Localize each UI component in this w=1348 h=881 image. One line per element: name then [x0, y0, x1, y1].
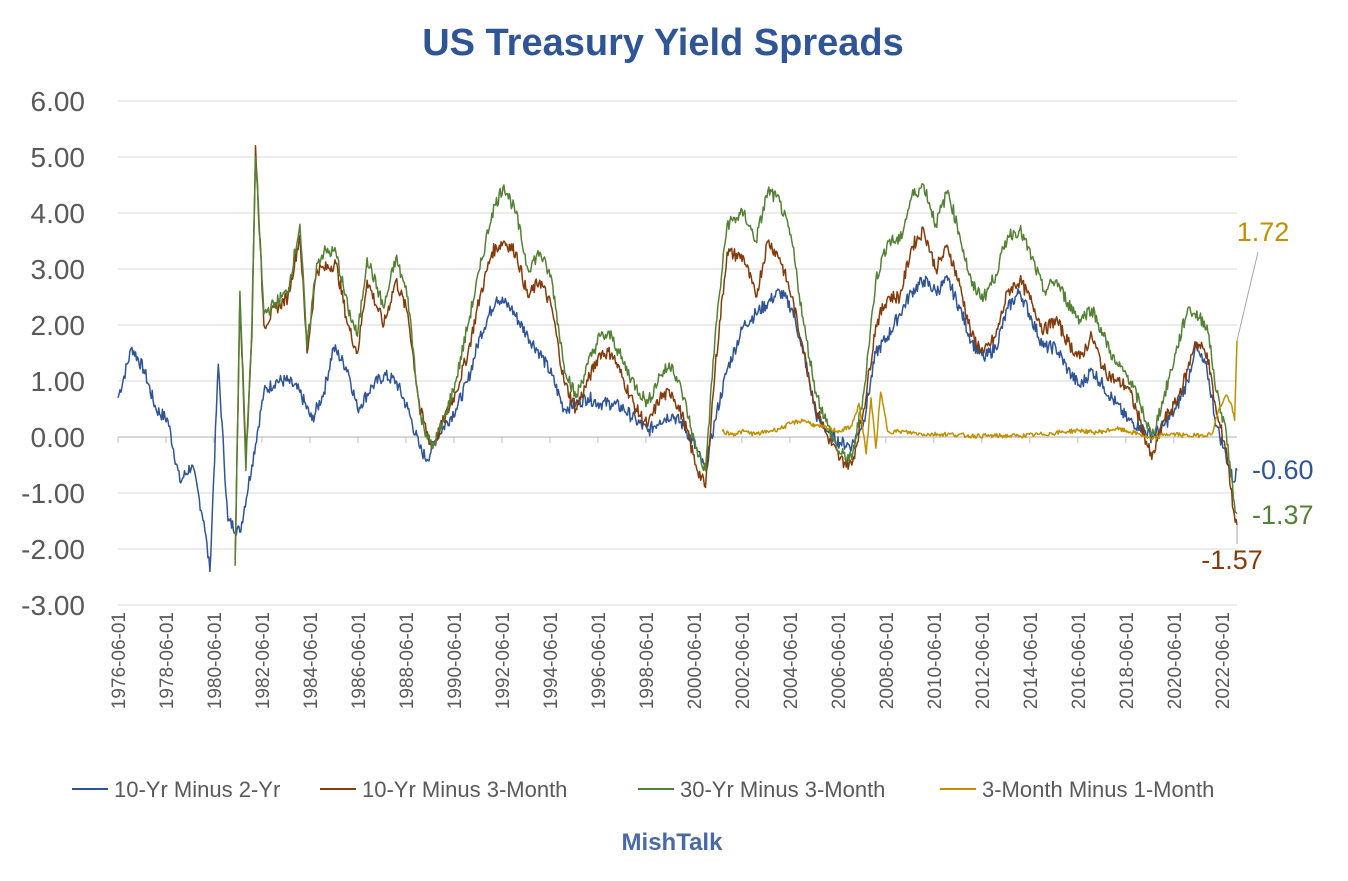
legend: 10-Yr Minus 2-Yr 10-Yr Minus 3-Month 30-Yr… — [72, 777, 1214, 802]
end-value-labels: 1.72 -0.60 -1.37 -1.57 — [1201, 217, 1313, 575]
y-tick-label: 6.00 — [31, 86, 86, 117]
x-tick-label: 1976-06-01 — [109, 612, 130, 709]
series-line-10-yr-minus-2-yr — [117, 275, 1238, 573]
x-tick-label: 2014-06-01 — [1021, 612, 1042, 709]
legend-label-10-yr-minus-2-yr: 10-Yr Minus 2-Yr — [114, 777, 280, 802]
y-axis-ticks: 6.00 5.00 4.00 3.00 2.00 1.00 0.00 -1.00 -2.00 -3… — [21, 86, 85, 621]
legend-label-30-yr-minus-3-month: 30-Yr Minus 3-Month — [680, 777, 885, 802]
y-tick-label: 0.00 — [31, 422, 86, 453]
end-label-3-month-minus-1-month: 1.72 — [1237, 217, 1290, 247]
x-tick-label: 2002-06-01 — [733, 612, 754, 709]
x-tick-label: 1980-06-01 — [205, 612, 226, 709]
annotation-leader-line — [1236, 251, 1259, 341]
y-tick-label: -3.00 — [21, 590, 85, 621]
end-label-30-yr-minus-3-month: -1.37 — [1252, 500, 1314, 530]
legend-label-10-yr-minus-3-month: 10-Yr Minus 3-Month — [362, 777, 567, 802]
footer-brand: MishTalk — [622, 829, 724, 856]
series-lines — [117, 145, 1238, 573]
x-tick-label: 2018-06-01 — [1117, 612, 1138, 709]
x-tick-label: 1988-06-01 — [397, 612, 418, 709]
y-tick-label: -1.00 — [21, 478, 85, 509]
x-tick-label: 2004-06-01 — [781, 612, 802, 709]
series-line-10-yr-minus-3-month — [234, 145, 1238, 561]
end-label-10-yr-minus-3-month: -1.57 — [1201, 545, 1263, 575]
y-tick-label: 3.00 — [31, 254, 86, 285]
x-tick-label: 2010-06-01 — [925, 612, 946, 709]
x-tick-label: 1986-06-01 — [349, 612, 370, 709]
x-tick-label: 1978-06-01 — [157, 612, 178, 709]
x-tick-label: 2008-06-01 — [877, 612, 898, 709]
x-tick-label: 1998-06-01 — [637, 612, 658, 709]
series-line-3-month-minus-1-month — [721, 340, 1238, 455]
x-tick-label: 2016-06-01 — [1069, 612, 1090, 709]
x-tick-label: 1982-06-01 — [253, 612, 274, 709]
x-tick-label: 2020-06-01 — [1165, 612, 1186, 709]
series-line-30-yr-minus-3-month — [234, 156, 1238, 566]
y-tick-label: 2.00 — [31, 310, 86, 341]
x-tick-label: 1994-06-01 — [541, 612, 562, 709]
y-tick-label: 5.00 — [31, 142, 86, 173]
y-tick-label: -2.00 — [21, 534, 85, 565]
x-axis-ticks: 1976-06-01 1978-06-01 1980-06-01 1982-06-01… — [109, 437, 1234, 709]
x-tick-label: 2022-06-01 — [1213, 612, 1234, 709]
legend-label-3-month-minus-1-month: 3-Month Minus 1-Month — [982, 777, 1214, 802]
gridlines — [118, 100, 1237, 606]
x-tick-label: 1990-06-01 — [445, 612, 466, 709]
chart-title: US Treasury Yield Spreads — [422, 22, 904, 64]
x-tick-label: 2006-06-01 — [829, 612, 850, 709]
y-tick-label: 1.00 — [31, 366, 86, 397]
x-tick-label: 2012-06-01 — [973, 612, 994, 709]
y-tick-label: 4.00 — [31, 198, 86, 229]
x-tick-label: 2000-06-01 — [685, 612, 706, 709]
x-tick-label: 1996-06-01 — [589, 612, 610, 709]
x-tick-label: 1992-06-01 — [493, 612, 514, 709]
x-tick-label: 1984-06-01 — [301, 612, 322, 709]
end-label-10-yr-minus-2-yr: -0.60 — [1252, 455, 1314, 485]
